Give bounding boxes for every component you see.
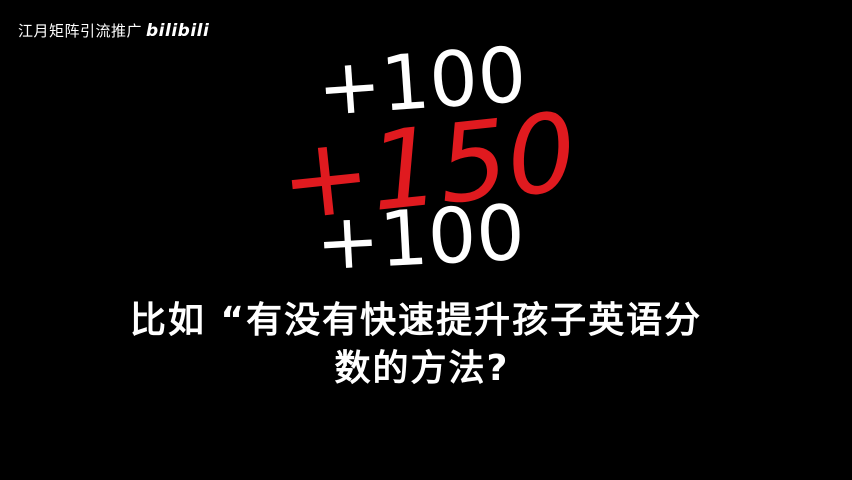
bilibili-logo: bilibili	[146, 20, 210, 41]
score-top: +100	[315, 30, 529, 133]
score-bottom: +100	[314, 188, 527, 288]
watermark: 江月矩阵引流推广 bilibili	[18, 20, 209, 41]
subtitle-line-2: 数的方法?	[334, 348, 510, 389]
subtitle-line-1: 比如 “有没有快速提升孩子英语分	[129, 300, 703, 341]
handwritten-scores: +100 +100 +150	[274, 30, 582, 288]
score-middle: +150	[274, 90, 582, 245]
watermark-channel-name: 江月矩阵引流推广	[18, 22, 143, 40]
